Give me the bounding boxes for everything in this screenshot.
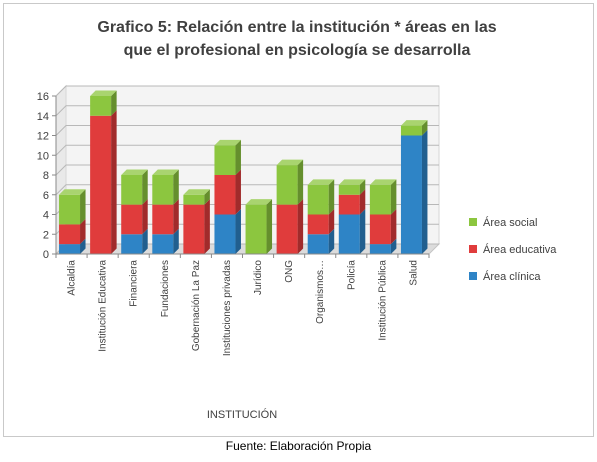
bar-segment (59, 218, 86, 245)
y-tick-label: 0 (43, 249, 49, 261)
y-tick-label: 4 (43, 210, 49, 222)
gridline (55, 164, 439, 176)
bar-segment (90, 110, 117, 254)
legend-swatch (469, 272, 477, 280)
x-tick-label: Fundaciones (160, 260, 171, 317)
bar-segment (59, 238, 86, 254)
bar-segment (152, 169, 179, 205)
bar-segment (245, 199, 273, 254)
y-tick-label: 16 (37, 91, 49, 103)
y-tick-label: 2 (43, 229, 49, 241)
bar-segment (121, 199, 148, 235)
bar-segment (276, 199, 304, 254)
chart-title-line: que el profesional en psicología se desa… (124, 42, 471, 59)
x-tick-label: Gobernación La Paz (191, 260, 202, 351)
legend-label: Área clínica (483, 270, 541, 283)
x-tick-label: Financiera (129, 260, 140, 307)
x-axis-title: INSTITUCIÓN (207, 408, 277, 421)
source-note: Fuente: Elaboración Propia (225, 439, 372, 453)
x-tick-label: ONG (284, 260, 295, 283)
bar-segment (152, 199, 179, 235)
y-tick-label: 10 (37, 150, 49, 162)
gridline (55, 85, 439, 97)
y-tick-label: 8 (43, 170, 49, 182)
bar-segment (338, 179, 366, 195)
legend-swatch (469, 218, 477, 226)
bar-segment (369, 209, 397, 245)
chart-title-line: Grafico 5: Relación entre la institución… (97, 19, 496, 36)
x-tick-label: Organismos… (315, 260, 326, 324)
bar-segment (400, 130, 428, 254)
bar-segment (121, 228, 148, 254)
y-tick-label: 12 (37, 131, 49, 143)
y-tick-label: 6 (43, 190, 49, 202)
bar-segment (183, 189, 210, 205)
bar-segment (121, 169, 148, 205)
legend-label: Área educativa (483, 243, 557, 256)
x-tick-label: Alcaldía (67, 260, 78, 296)
legend-label: Área social (483, 216, 537, 229)
x-tick-label: Institución Pública (377, 260, 388, 341)
gridline (55, 144, 439, 156)
legend-swatch (469, 245, 477, 253)
x-tick-label: Jurídico (253, 260, 264, 295)
chart-frame: Grafico 5: Relación entre la institución… (3, 3, 594, 437)
bar-segment (307, 228, 335, 254)
bar-segment (338, 209, 366, 254)
bar-segment (59, 189, 86, 225)
x-axis: Alcaldía Institución Educativa Financiera F… (55, 253, 430, 356)
bar-segment (307, 209, 335, 235)
bar-segment (214, 169, 241, 215)
bar-segment (152, 228, 179, 254)
bar-series-group (59, 90, 428, 254)
legend: Área social Área educativa Área clínica (469, 216, 557, 283)
gridline (55, 125, 439, 136)
bar-segment (214, 139, 241, 175)
gridline (55, 105, 439, 117)
bar-segment (214, 209, 241, 254)
x-tick-label: Instituciones privadas (222, 260, 233, 356)
bar-segment (90, 90, 117, 116)
x-tick-label: Policía (346, 260, 357, 290)
bar-segment (369, 238, 397, 254)
bar-segment (307, 179, 335, 215)
bar-segment (369, 179, 397, 215)
y-axis: 0 2 4 6 8 10 12 14 16 (37, 91, 57, 261)
y-tick-label: 14 (37, 111, 49, 123)
chart-title: Grafico 5: Relación entre la institución… (97, 19, 496, 59)
bar-segment (338, 189, 366, 215)
x-tick-label: Salud (408, 260, 419, 286)
chart: Grafico 5: Relación entre la institución… (37, 19, 558, 421)
bar-segment (276, 159, 304, 205)
bar-segment (400, 120, 428, 136)
bar-segment (183, 199, 210, 254)
x-tick-label: Institución Educativa (98, 260, 109, 352)
